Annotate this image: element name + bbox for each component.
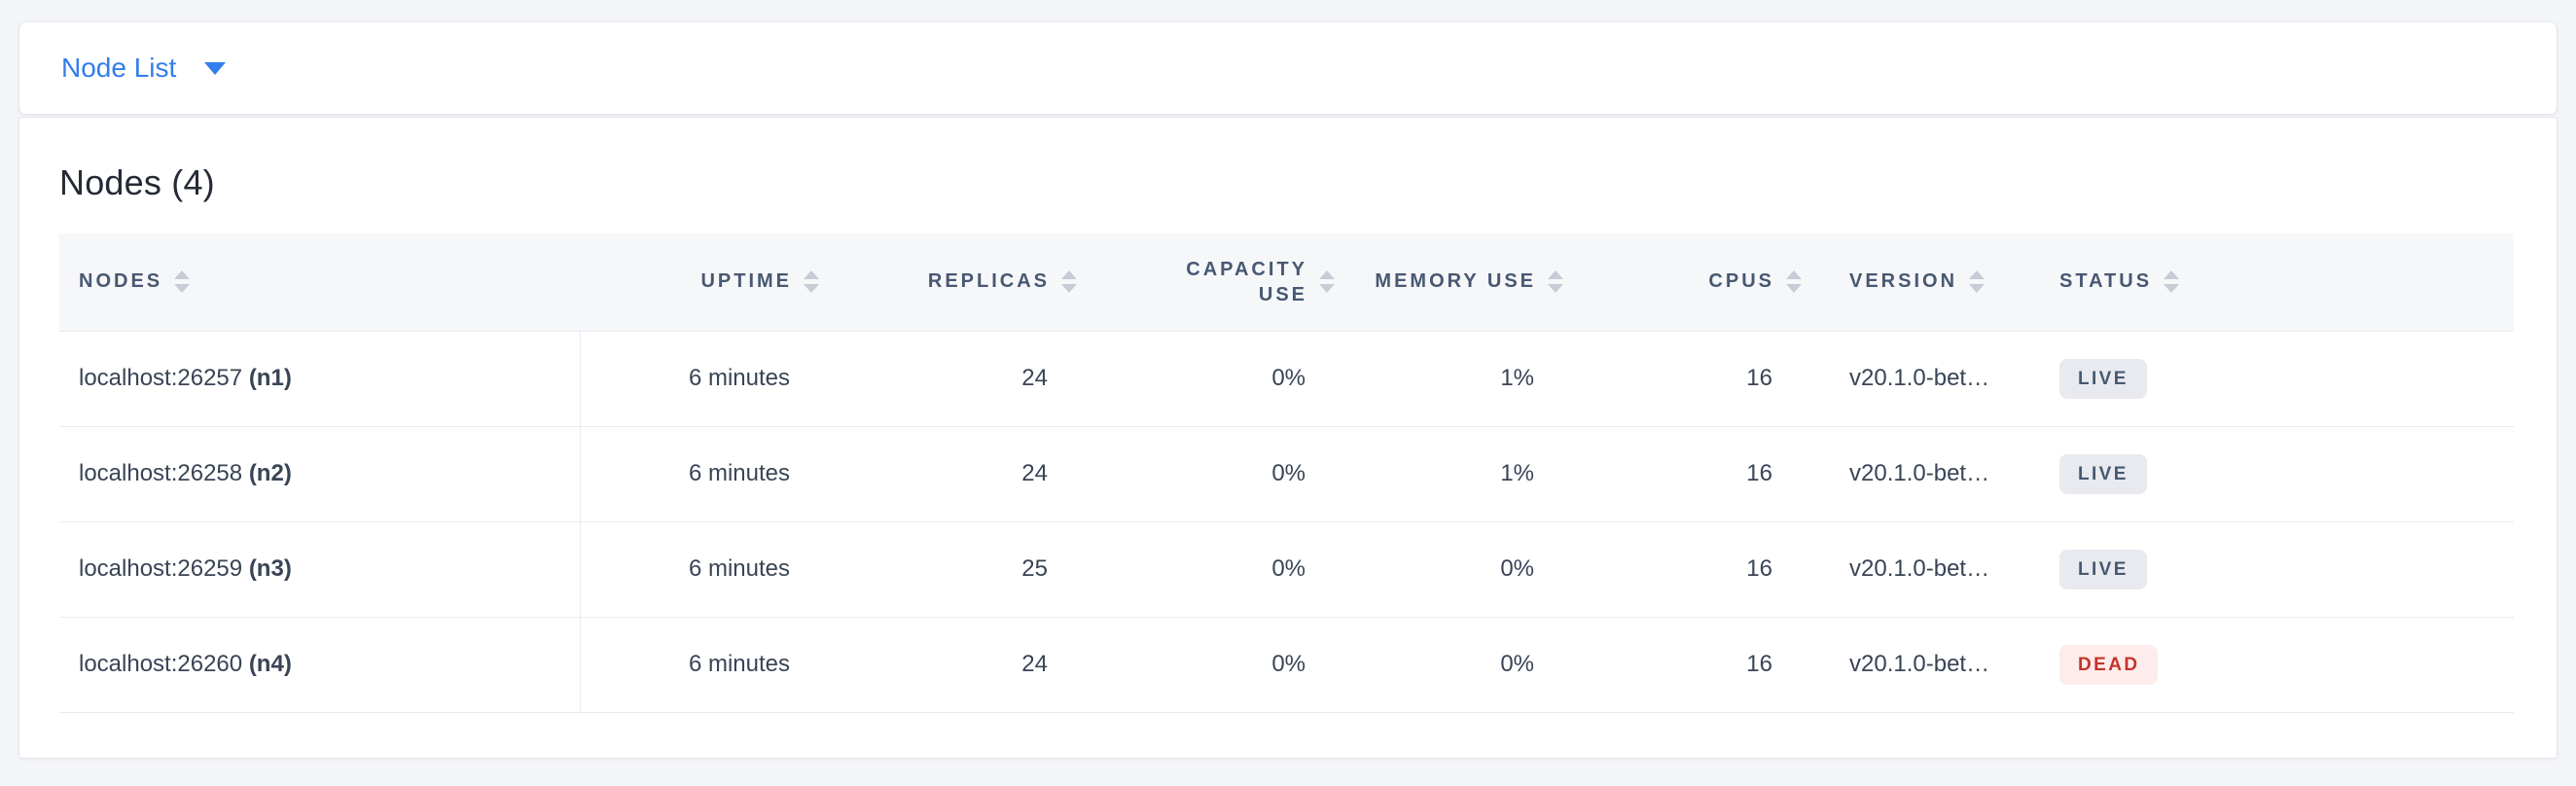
uptime-cell: 6 minutes <box>580 426 823 522</box>
column-header-version[interactable]: VERSION <box>1806 233 2034 332</box>
cpus-cell: 16 <box>1567 426 1806 522</box>
uptime-cell: 6 minutes <box>580 617 823 713</box>
replicas-cell: 24 <box>823 617 1081 713</box>
version-cell: v20.1.0-bet… <box>1806 426 2034 522</box>
cpus-cell: 16 <box>1567 521 1806 618</box>
cpus-cell: 16 <box>1567 331 1806 427</box>
status-badge: LIVE <box>2059 453 2147 494</box>
node-address: localhost:26259 <box>79 555 243 582</box>
memory-use-cell: 0% <box>1339 617 1567 713</box>
table-row: localhost:26257 (n1) 6 minutes 24 0% 1% … <box>59 331 2514 427</box>
sort-icon <box>1548 270 1563 294</box>
status-cell: LIVE <box>2034 331 2514 427</box>
table-row: localhost:26259 (n3) 6 minutes 25 0% 0% … <box>59 521 2514 618</box>
node-address: localhost:26258 <box>79 460 243 486</box>
view-dropdown[interactable]: Node List <box>61 53 227 84</box>
status-cell: LIVE <box>2034 426 2514 522</box>
status-cell: DEAD <box>2034 617 2514 713</box>
nodes-panel: Nodes (4) NODES UPTIME <box>18 117 2558 759</box>
version-cell: v20.1.0-bet… <box>1806 617 2034 713</box>
column-header-uptime[interactable]: UPTIME <box>580 233 823 332</box>
sort-icon <box>1061 270 1077 294</box>
view-selector-bar: Node List <box>18 21 2558 115</box>
column-header-nodes[interactable]: NODES <box>59 233 580 332</box>
node-id: (n1) <box>248 365 292 391</box>
page-title: Nodes (4) <box>59 162 215 202</box>
column-label: UPTIME <box>700 270 792 293</box>
node-id: (n2) <box>248 460 292 486</box>
column-label: VERSION <box>1849 270 1958 293</box>
node-address-cell: localhost:26257 (n1) <box>59 331 581 427</box>
status-badge: LIVE <box>2059 358 2147 399</box>
memory-use-cell: 1% <box>1339 426 1567 522</box>
view-dropdown-label: Node List <box>61 53 177 83</box>
chevron-down-icon <box>204 61 227 75</box>
node-address-cell: localhost:26258 (n2) <box>59 426 581 522</box>
table-row: localhost:26258 (n2) 6 minutes 24 0% 1% … <box>59 426 2514 522</box>
sort-icon <box>1969 270 1986 294</box>
column-header-memory-use[interactable]: MEMORY USE <box>1339 233 1567 332</box>
capacity-use-cell: 0% <box>1081 617 1339 713</box>
table-header-row: NODES UPTIME REPLICAS <box>59 233 2514 332</box>
cpus-cell: 16 <box>1567 617 1806 713</box>
sort-icon <box>2164 270 2180 294</box>
replicas-cell: 24 <box>823 331 1081 427</box>
node-address: localhost:26257 <box>79 365 243 391</box>
replicas-cell: 25 <box>823 521 1081 618</box>
sort-icon <box>804 270 819 294</box>
status-cell: LIVE <box>2034 521 2514 618</box>
column-header-status[interactable]: STATUS <box>2034 233 2514 332</box>
uptime-cell: 6 minutes <box>580 521 823 618</box>
column-label: STATUS <box>2059 270 2153 293</box>
node-id: (n3) <box>248 555 292 582</box>
table-row: localhost:26260 (n4) 6 minutes 24 0% 0% … <box>59 617 2514 713</box>
sort-icon <box>1786 270 1802 294</box>
column-header-cpus[interactable]: CPUS <box>1567 233 1806 332</box>
capacity-use-cell: 0% <box>1081 331 1339 427</box>
node-address-cell: localhost:26260 (n4) <box>59 617 581 713</box>
column-label: MEMORY USE <box>1375 270 1536 293</box>
column-header-capacity-use[interactable]: CAPACITY USE <box>1081 233 1339 332</box>
nodes-table: NODES UPTIME REPLICAS <box>59 233 2514 713</box>
uptime-cell: 6 minutes <box>580 331 823 427</box>
status-badge: LIVE <box>2059 549 2147 590</box>
memory-use-cell: 0% <box>1339 521 1567 618</box>
sort-icon <box>174 270 191 294</box>
node-address-cell: localhost:26259 (n3) <box>59 521 581 618</box>
column-label: CAPACITY USE <box>1186 258 1307 305</box>
capacity-use-cell: 0% <box>1081 426 1339 522</box>
replicas-cell: 24 <box>823 426 1081 522</box>
memory-use-cell: 1% <box>1339 331 1567 427</box>
column-header-replicas[interactable]: REPLICAS <box>823 233 1081 332</box>
column-label: CPUS <box>1708 270 1774 293</box>
version-cell: v20.1.0-bet… <box>1806 521 2034 618</box>
status-badge: DEAD <box>2059 644 2159 685</box>
node-address: localhost:26260 <box>79 651 243 677</box>
column-label: NODES <box>79 270 163 293</box>
version-cell: v20.1.0-bet… <box>1806 331 2034 427</box>
column-label: REPLICAS <box>927 270 1050 293</box>
node-id: (n4) <box>248 651 292 677</box>
sort-icon <box>1319 270 1335 294</box>
capacity-use-cell: 0% <box>1081 521 1339 618</box>
